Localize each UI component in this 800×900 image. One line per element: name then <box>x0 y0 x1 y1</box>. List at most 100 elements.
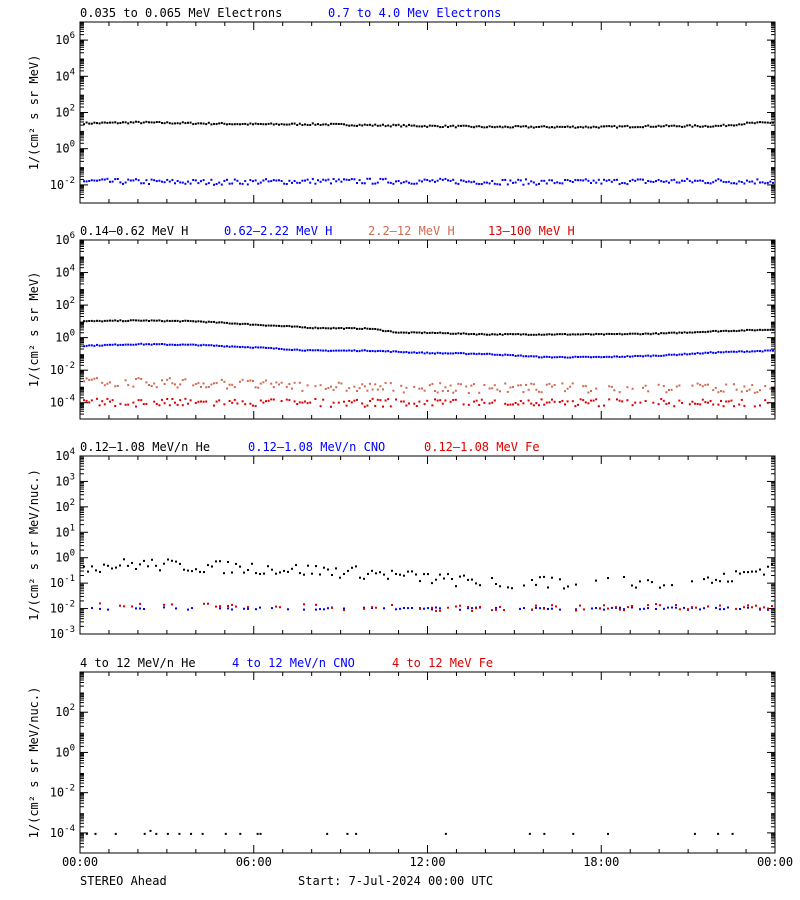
data-point <box>675 332 678 335</box>
data-point <box>431 404 434 407</box>
data-point <box>356 350 358 353</box>
data-point <box>374 350 377 353</box>
data-point <box>595 398 598 401</box>
data-point <box>739 572 741 575</box>
data-point <box>579 333 582 336</box>
data-point <box>239 323 241 326</box>
data-point <box>751 121 754 124</box>
data-point <box>303 603 305 606</box>
data-point <box>480 353 483 356</box>
data-point <box>90 344 93 347</box>
data-point <box>223 179 226 182</box>
data-point <box>246 322 249 325</box>
data-point <box>454 352 457 354</box>
data-point <box>231 603 233 606</box>
data-point <box>267 324 270 327</box>
data-point <box>753 329 756 332</box>
data-point <box>155 319 158 322</box>
data-point <box>592 125 595 128</box>
data-point <box>443 577 445 580</box>
data-point <box>551 398 553 401</box>
data-point <box>389 125 392 128</box>
data-point <box>350 327 353 330</box>
data-point <box>228 400 231 402</box>
data-point <box>275 381 278 384</box>
data-point <box>187 569 189 572</box>
y-tick-label: 102 <box>55 104 75 120</box>
data-point <box>491 401 494 404</box>
data-point <box>431 352 434 355</box>
data-point <box>462 352 465 355</box>
data-point <box>759 608 761 611</box>
data-point <box>247 606 249 609</box>
data-point <box>496 125 499 128</box>
data-point <box>197 320 200 323</box>
data-point <box>140 182 143 185</box>
data-point <box>499 353 501 356</box>
data-point <box>743 123 746 126</box>
data-point <box>202 382 205 385</box>
data-point <box>582 385 585 388</box>
data-point <box>506 333 509 336</box>
data-point <box>507 586 509 589</box>
data-point <box>717 178 720 181</box>
data-point <box>496 353 499 356</box>
data-point <box>652 181 655 183</box>
panel-frame <box>79 239 776 420</box>
data-point <box>608 355 611 358</box>
data-point <box>257 346 260 349</box>
data-point <box>413 182 416 185</box>
data-point <box>194 383 197 385</box>
data-point <box>707 351 709 354</box>
data-point <box>652 332 655 335</box>
data-point <box>566 333 569 336</box>
data-point <box>660 354 663 357</box>
data-point <box>122 343 124 346</box>
data-point <box>293 325 296 328</box>
data-point <box>475 125 478 128</box>
data-point <box>304 400 306 403</box>
data-point <box>703 607 705 610</box>
data-point <box>184 397 187 400</box>
data-point <box>434 398 436 401</box>
data-point <box>691 125 694 128</box>
data-point <box>512 354 514 357</box>
data-point <box>553 333 556 336</box>
data-point <box>671 584 673 587</box>
y-axis-label: 1/(cm² s sr MeV/nuc.) <box>27 687 41 839</box>
data-point <box>441 332 444 335</box>
data-point <box>699 383 702 386</box>
data-point <box>660 125 663 128</box>
legend-entry: 0.12–1.08 MeV/n He <box>80 440 210 454</box>
data-point <box>720 390 722 393</box>
data-point <box>691 580 693 583</box>
data-point <box>639 178 642 181</box>
data-point <box>197 344 200 347</box>
data-point <box>522 402 525 405</box>
data-point <box>608 125 611 128</box>
data-point <box>462 124 465 127</box>
data-point <box>408 402 410 405</box>
data-point <box>137 377 140 380</box>
data-point <box>634 332 637 335</box>
data-point <box>514 181 517 184</box>
data-point <box>636 355 639 357</box>
data-point <box>411 570 413 573</box>
data-point <box>488 125 491 128</box>
data-point <box>345 178 348 181</box>
data-point <box>459 575 461 578</box>
data-point <box>132 179 135 182</box>
data-point <box>522 183 525 186</box>
data-point <box>158 121 161 123</box>
data-point <box>239 565 241 568</box>
data-point <box>611 606 613 609</box>
data-point <box>616 398 618 401</box>
data-point <box>324 349 327 352</box>
data-point <box>363 607 365 610</box>
data-point <box>351 566 353 569</box>
data-point <box>426 351 429 354</box>
data-point <box>96 377 98 380</box>
data-point <box>374 182 377 185</box>
data-point <box>491 353 494 356</box>
data-point <box>228 182 231 185</box>
